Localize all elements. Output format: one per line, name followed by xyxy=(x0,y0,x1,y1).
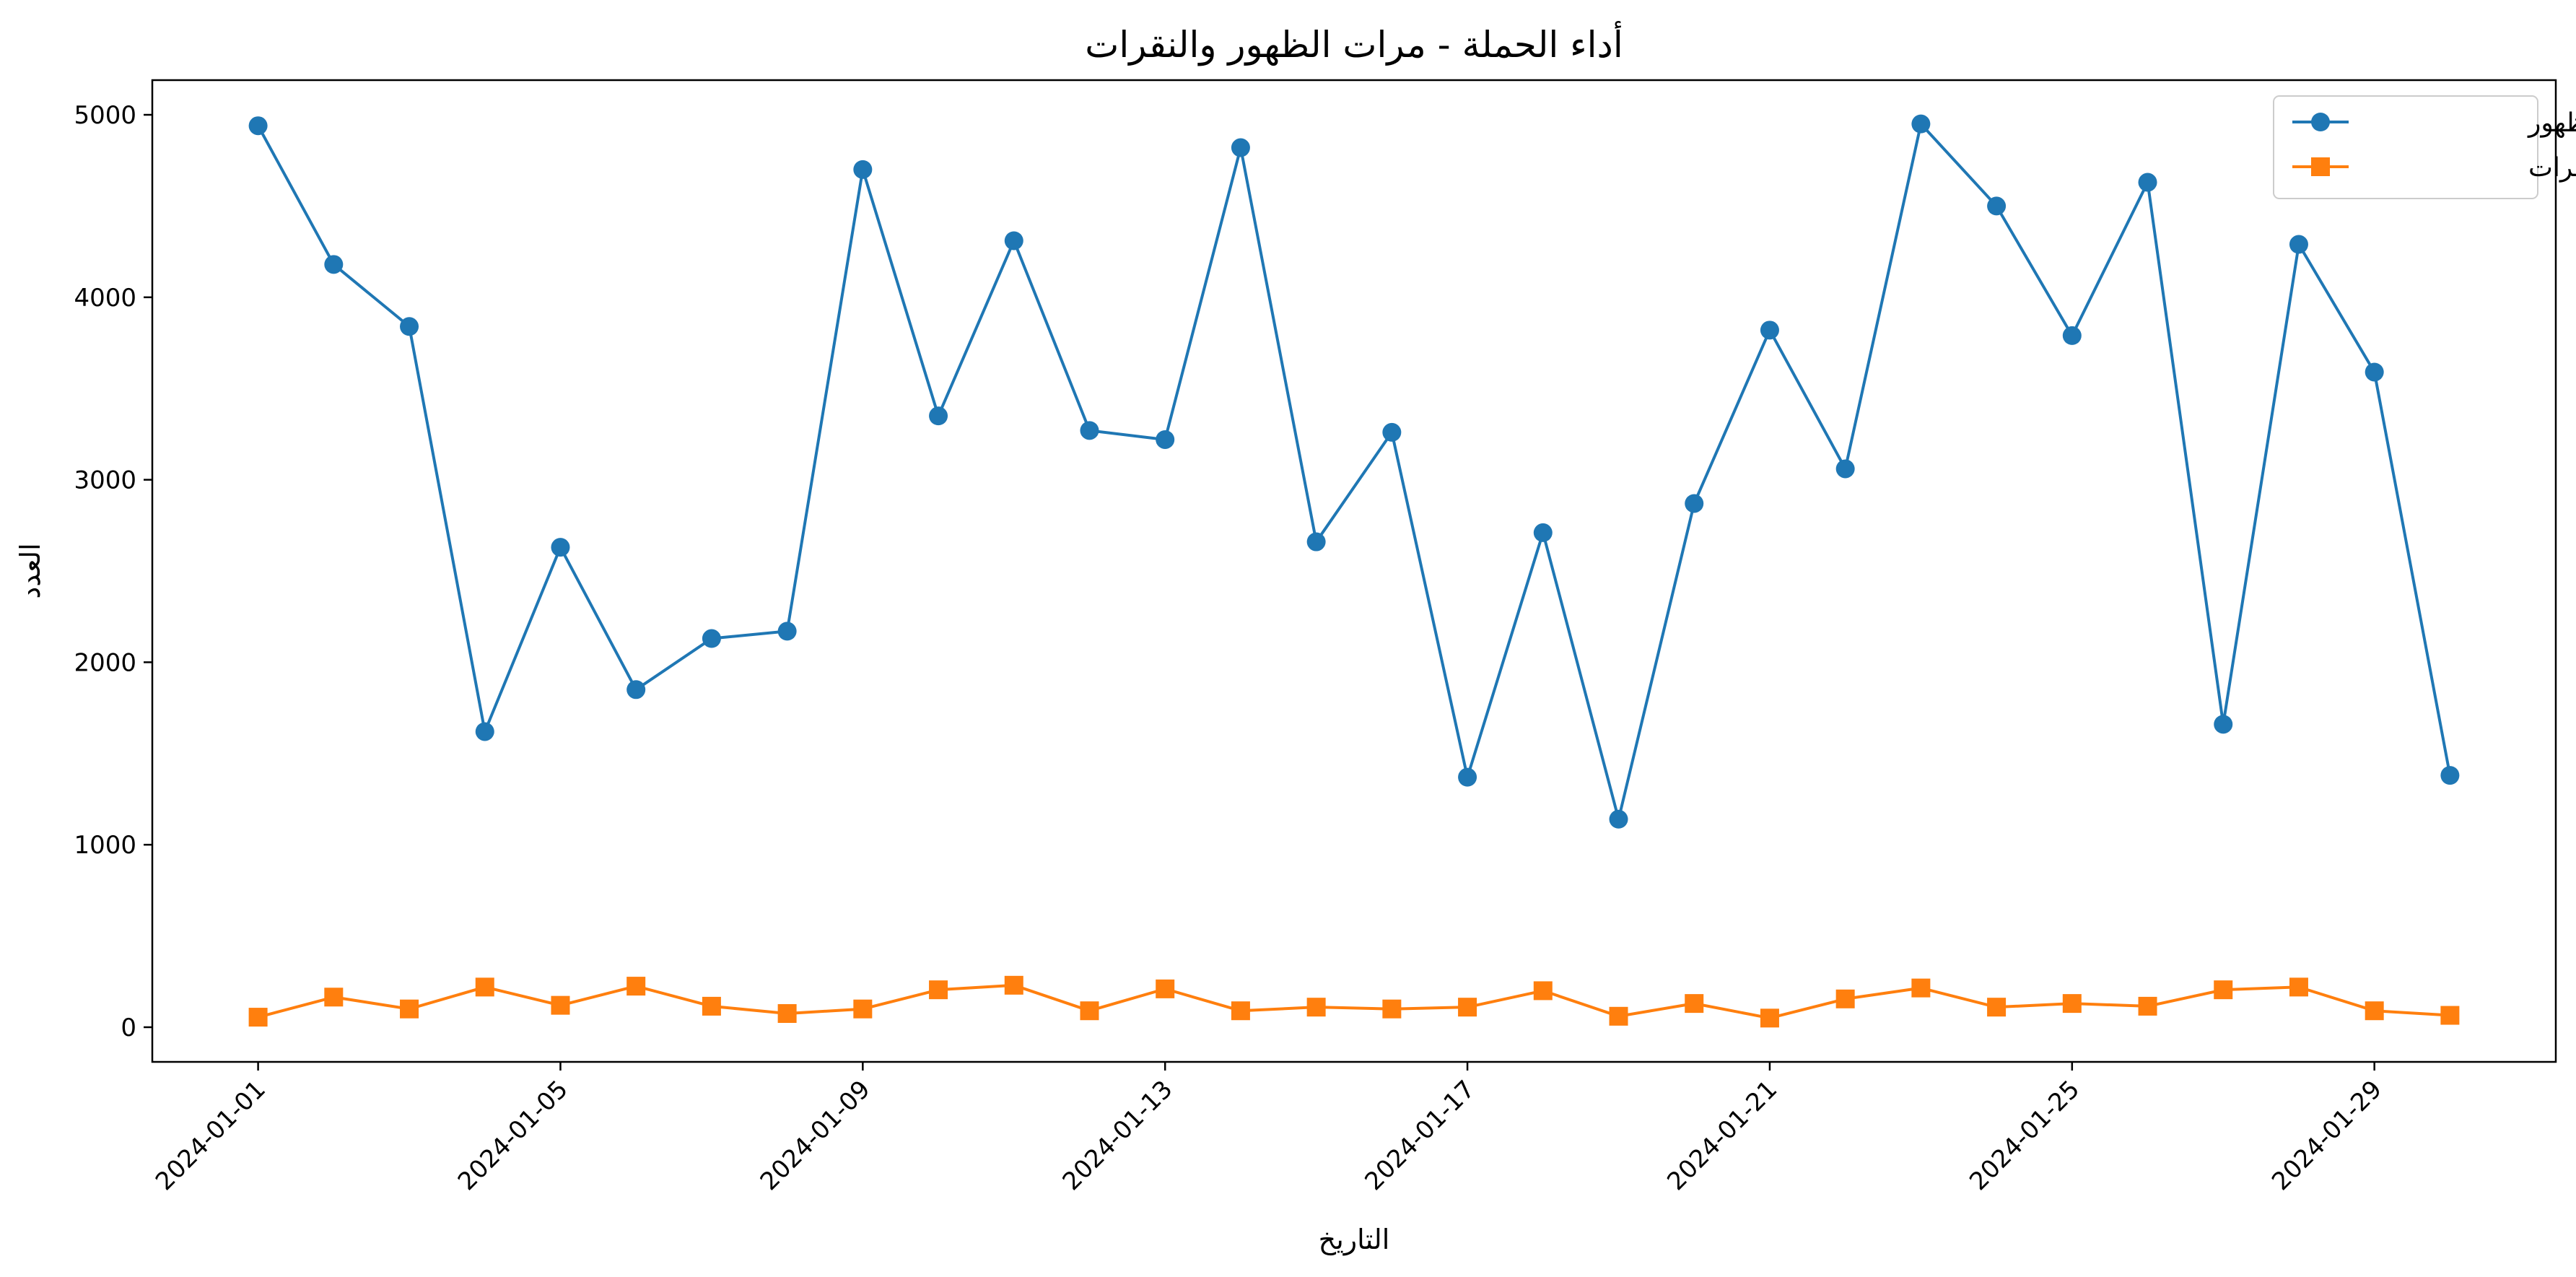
data-point xyxy=(475,722,494,741)
data-point xyxy=(853,160,873,179)
series-0 xyxy=(248,114,2460,829)
data-point xyxy=(1156,979,1175,998)
x-axis-label: التاريخ xyxy=(1319,1224,1390,1256)
y-tick-label: 0 xyxy=(121,1014,136,1042)
data-point xyxy=(1458,998,1477,1017)
data-point xyxy=(626,977,646,996)
data-point xyxy=(777,622,797,641)
data-point xyxy=(1004,975,1023,995)
y-tick-label: 1000 xyxy=(74,831,136,860)
data-point xyxy=(2289,977,2308,997)
plot-area xyxy=(151,79,2557,1063)
data-point xyxy=(1382,999,1402,1019)
data-point xyxy=(1609,1006,1628,1026)
data-point xyxy=(1080,421,1099,440)
data-point xyxy=(1004,231,1023,250)
data-point xyxy=(929,980,948,1000)
data-point xyxy=(1760,1008,1779,1028)
legend-box xyxy=(2273,95,2538,199)
data-point xyxy=(2138,173,2157,192)
data-point xyxy=(2365,1001,2384,1021)
data-point xyxy=(1458,767,1477,787)
data-point xyxy=(1306,998,1326,1017)
chart-title: أداء الحملة - مرات الظهور والنقرات xyxy=(1085,21,1623,66)
legend: مرات الظهور النقرات xyxy=(2273,95,2576,199)
data-point xyxy=(1685,994,1704,1014)
data-point xyxy=(1382,422,1402,442)
data-point xyxy=(1760,321,1779,340)
data-point xyxy=(475,977,494,997)
data-point xyxy=(2365,362,2384,382)
data-point xyxy=(1231,138,1250,157)
data-point xyxy=(1533,981,1553,1001)
data-point xyxy=(400,317,419,336)
y-axis-ticks: 0 1000 2000 3000 4000 5000 xyxy=(74,101,152,1042)
data-point xyxy=(1231,1001,1250,1021)
series-layer xyxy=(248,114,2460,1028)
data-point xyxy=(400,999,419,1019)
legend-marker-impressions xyxy=(2311,113,2330,131)
data-point xyxy=(1533,523,1553,542)
data-point xyxy=(702,629,721,648)
data-point xyxy=(1609,809,1628,829)
data-point xyxy=(1156,430,1175,449)
data-point xyxy=(1911,114,1931,134)
data-point xyxy=(2214,980,2233,1000)
data-point xyxy=(1080,1001,1099,1021)
series-line xyxy=(258,983,2450,1020)
data-point xyxy=(2440,766,2460,785)
y-tick-label: 3000 xyxy=(74,466,136,495)
legend-label-clicks: النقرات xyxy=(2528,153,2576,183)
data-point xyxy=(1987,998,2007,1017)
y-tick-label: 5000 xyxy=(74,101,136,130)
data-point xyxy=(626,680,646,699)
series-1 xyxy=(248,975,2460,1028)
legend-label-impressions: مرات الظهور xyxy=(2527,108,2576,138)
data-point xyxy=(777,1004,797,1024)
legend-marker-clicks xyxy=(2311,157,2330,176)
data-point xyxy=(2062,326,2082,345)
data-point xyxy=(248,116,268,136)
data-point xyxy=(1911,978,1931,998)
data-point xyxy=(1306,532,1326,552)
series-line xyxy=(256,122,2452,821)
data-point xyxy=(248,1008,268,1027)
data-point xyxy=(324,255,344,274)
data-point xyxy=(702,996,721,1016)
data-point xyxy=(1685,494,1704,513)
data-point xyxy=(2214,715,2233,734)
data-point xyxy=(2289,235,2308,254)
data-point xyxy=(2440,1006,2460,1025)
y-tick-label: 4000 xyxy=(74,284,136,313)
data-point xyxy=(551,538,570,557)
data-point xyxy=(1835,989,1855,1008)
y-tick-label: 2000 xyxy=(74,648,136,677)
data-point xyxy=(1987,196,2007,216)
data-point xyxy=(2138,996,2157,1016)
data-point xyxy=(2062,994,2082,1014)
data-point xyxy=(853,999,873,1019)
data-point xyxy=(324,988,344,1007)
data-point xyxy=(929,406,948,426)
data-point xyxy=(551,995,570,1015)
data-point xyxy=(1835,459,1855,479)
y-axis-label: العدد xyxy=(14,543,46,598)
plot-border xyxy=(151,79,2557,1063)
